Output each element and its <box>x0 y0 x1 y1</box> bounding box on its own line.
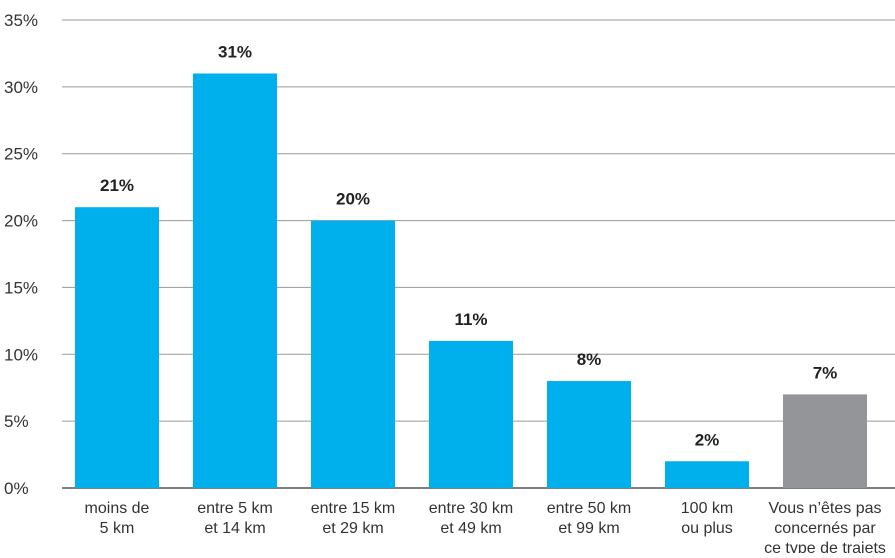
bar <box>193 73 277 488</box>
data-label: 11% <box>454 310 487 329</box>
data-label: 21% <box>100 176 134 195</box>
category-label-line: entre 15 km <box>311 500 395 517</box>
category-label: entre 5 km et 14 km <box>197 500 273 537</box>
category-label-line: Vous n’êtes pas <box>769 500 882 517</box>
category-label-line: entre 5 km <box>197 500 273 517</box>
y-tick-label: 0% <box>4 479 29 498</box>
category-label-line: 5 km <box>100 520 135 537</box>
y-axis-ticks: 0% 5% 10% 15% 20% 25% 30% 35% <box>4 11 38 498</box>
y-tick-label: 25% <box>4 145 38 164</box>
category-label-line: 100 km <box>681 500 733 517</box>
bar <box>311 220 395 489</box>
category-label-line: et 99 km <box>558 520 619 537</box>
data-label: 7% <box>813 363 838 382</box>
y-tick-label: 10% <box>4 345 38 364</box>
y-tick-label: 30% <box>4 78 38 97</box>
category-label-line: et 29 km <box>322 520 383 537</box>
y-tick-label: 5% <box>4 412 29 431</box>
data-label: 31% <box>218 42 252 61</box>
category-label: moins de 5 km <box>85 500 150 537</box>
category-label-line: entre 50 km <box>547 500 631 517</box>
bar <box>547 381 631 488</box>
y-tick-label: 20% <box>4 212 38 231</box>
bar <box>665 461 749 488</box>
category-label-line: et 14 km <box>204 520 265 537</box>
y-tick-label: 15% <box>4 278 38 297</box>
category-label: entre 15 km et 29 km <box>311 500 395 537</box>
data-label: 8% <box>577 350 602 369</box>
category-label-line: concernés par <box>774 520 876 537</box>
y-tick-label: 35% <box>4 11 38 30</box>
data-labels: 21% 31% 20% 11% 8% 2% 7% <box>100 42 837 449</box>
bar <box>783 394 867 488</box>
category-labels: moins de 5 km entre 5 km et 14 km entre 15 k… <box>85 500 886 557</box>
bar <box>75 207 159 488</box>
category-label-line: moins de <box>85 500 150 517</box>
category-label-line: entre 30 km <box>429 500 513 517</box>
category-label-line: ce type de trajets <box>764 540 886 553</box>
category-label: entre 30 km et 49 km <box>429 500 513 537</box>
category-label: 100 km ou plus <box>681 500 733 537</box>
data-label: 20% <box>336 190 370 209</box>
bars <box>75 73 867 489</box>
category-label: Vous n’êtes pas concernés par ce type de t… <box>764 500 886 553</box>
category-label-line: ou plus <box>681 520 733 537</box>
bar <box>429 340 513 488</box>
category-label-line: et 49 km <box>440 520 501 537</box>
data-label: 2% <box>695 430 720 449</box>
category-label: entre 50 km et 99 km <box>547 500 631 537</box>
